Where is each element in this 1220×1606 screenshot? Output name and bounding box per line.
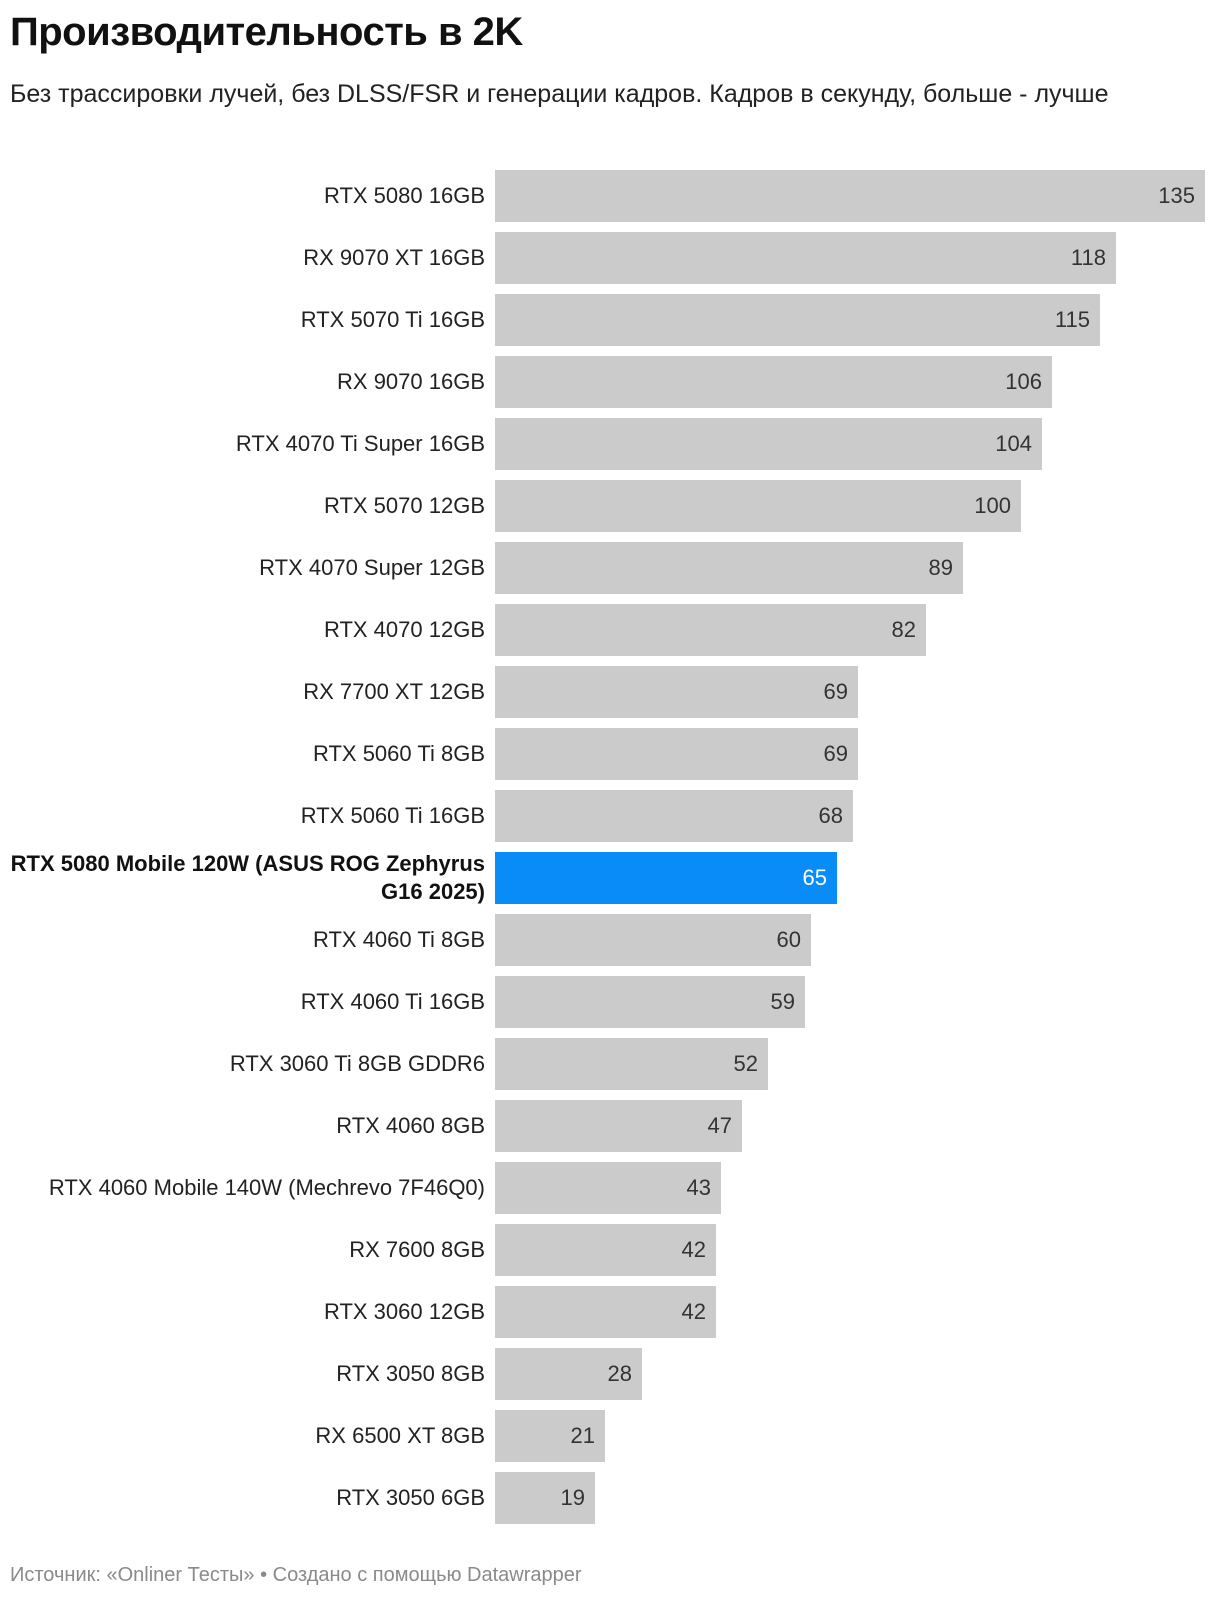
bar <box>495 1224 716 1276</box>
bar-label: RTX 4070 Ti Super 16GB <box>235 431 485 456</box>
bar-label: RX 9070 16GB <box>337 369 485 394</box>
bar-value: 100 <box>974 493 1011 518</box>
bar-value: 65 <box>802 865 827 890</box>
bar-label: RTX 4060 8GB <box>336 1113 485 1138</box>
bar-label: RTX 5060 Ti 16GB <box>300 803 485 828</box>
bar-value: 82 <box>891 617 916 642</box>
bar-value: 59 <box>770 989 795 1014</box>
bar <box>495 852 837 904</box>
bar-label: RTX 3060 Ti 8GB GDDR6 <box>229 1051 485 1076</box>
bar <box>495 542 963 594</box>
bar-label: RTX 5080 Mobile 120W (ASUS ROG Zephyrus … <box>10 851 485 904</box>
bar-label: RTX 4070 12GB <box>323 617 485 642</box>
chart-footer: Источник: «Onliner Тесты» • Создано с по… <box>10 1564 582 1586</box>
bar-label: RTX 5070 Ti 16GB <box>300 307 485 332</box>
bar-value: 43 <box>686 1175 711 1200</box>
bar-label: RTX 3050 8GB <box>336 1361 485 1386</box>
bar <box>495 418 1042 470</box>
bar-value: 104 <box>995 431 1032 456</box>
bar-label: RTX 5080 16GB <box>323 183 485 208</box>
bar-label: RTX 4060 Ti 8GB <box>312 927 485 952</box>
bar-label: RX 9070 XT 16GB <box>303 245 485 270</box>
bar-value: 42 <box>681 1237 706 1262</box>
bar-value: 135 <box>1158 183 1195 208</box>
bar <box>495 1472 595 1524</box>
bar <box>495 1348 642 1400</box>
bar <box>495 914 811 966</box>
bar-label: RTX 5070 12GB <box>323 493 485 518</box>
bar-label: RX 7700 XT 12GB <box>303 679 485 704</box>
bar-value: 47 <box>707 1113 732 1138</box>
bar-value: 106 <box>1005 369 1042 394</box>
bar <box>495 1038 768 1090</box>
chart-title: Производительность в 2K <box>10 10 523 54</box>
bar <box>495 170 1205 222</box>
bar-label: RTX 4060 Mobile 140W (Mechrevo 7F46Q0) <box>48 1175 485 1200</box>
bar-value: 68 <box>818 803 843 828</box>
bar-value: 60 <box>776 927 801 952</box>
bar <box>495 1162 721 1214</box>
bar-value: 69 <box>823 679 848 704</box>
bar-label: RX 7600 8GB <box>349 1237 485 1262</box>
bar-label: RTX 5060 Ti 8GB <box>312 741 485 766</box>
bar <box>495 232 1116 284</box>
bar <box>495 728 858 780</box>
bar-value: 19 <box>560 1485 585 1510</box>
bar-value: 42 <box>681 1299 706 1324</box>
bar <box>495 604 926 656</box>
bar-label: RTX 3060 12GB <box>323 1299 485 1324</box>
bar <box>495 790 853 842</box>
bar-value: 28 <box>607 1361 632 1386</box>
bar <box>495 1100 742 1152</box>
bar <box>495 294 1100 346</box>
bar <box>495 1410 605 1462</box>
bar-value: 52 <box>733 1051 758 1076</box>
bar-label: RTX 3050 6GB <box>336 1485 485 1510</box>
bar-label: RX 6500 XT 8GB <box>315 1423 485 1448</box>
bar-value: 89 <box>928 555 953 580</box>
bar-label: RTX 4060 Ti 16GB <box>300 989 485 1014</box>
bar <box>495 480 1021 532</box>
bar <box>495 976 805 1028</box>
bar-value: 21 <box>570 1423 595 1448</box>
bar-value: 115 <box>1054 307 1090 332</box>
bar <box>495 356 1052 408</box>
bar <box>495 666 858 718</box>
chart-subtitle: Без трассировки лучей, без DLSS/FSR и ге… <box>10 80 1109 108</box>
bar-value: 118 <box>1070 245 1106 270</box>
bar <box>495 1286 716 1338</box>
bar-value: 69 <box>823 741 848 766</box>
bar-label: RTX 4070 Super 12GB <box>259 555 485 580</box>
